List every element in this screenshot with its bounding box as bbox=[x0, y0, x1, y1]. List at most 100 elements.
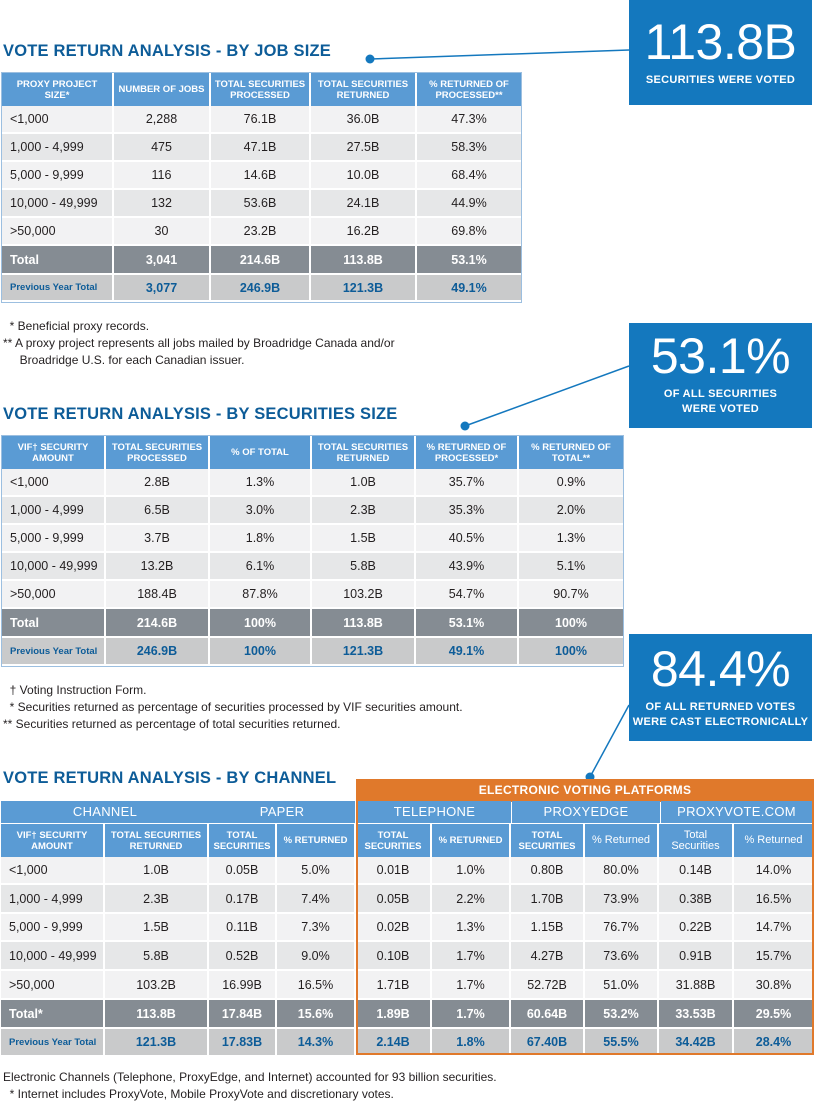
table-cell: 103.2B bbox=[312, 581, 416, 609]
table-cell: 30.8% bbox=[734, 971, 813, 1000]
column-header: % Returned bbox=[734, 824, 813, 857]
table-cell: 0.05B bbox=[356, 885, 432, 914]
table-cell: 14.7% bbox=[734, 914, 813, 942]
table-cell: 10,000 - 49,999 bbox=[2, 190, 114, 218]
table-cell: 1,000 - 4,999 bbox=[1, 885, 105, 914]
table-cell: 43.9% bbox=[416, 553, 519, 581]
table-cell: 15.7% bbox=[734, 942, 813, 971]
column-header: TOTAL SECURITIES bbox=[356, 824, 432, 857]
table-cell: 16.5% bbox=[734, 885, 813, 914]
table-cell: 5,000 - 9,999 bbox=[1, 914, 105, 942]
table-cell: 5.1% bbox=[519, 553, 623, 581]
table-cell: 35.3% bbox=[416, 497, 519, 525]
table-cell: 9.0% bbox=[277, 942, 356, 971]
column-header: VIF† SECURITY AMOUNT bbox=[1, 824, 105, 857]
table-cell: 2.3B bbox=[312, 497, 416, 525]
table-cell: 2.3B bbox=[105, 885, 209, 914]
table-row: 1,000 - 4,999 2.3B 0.17B 7.4% 0.05B 2.2%… bbox=[1, 885, 813, 914]
callout-caption: OF ALL RETURNED VOTES bbox=[645, 701, 796, 713]
table-cell: 1.0% bbox=[432, 857, 511, 885]
table-cell: <1,000 bbox=[2, 469, 106, 497]
footnote: ** A proxy project represents all jobs m… bbox=[3, 336, 395, 350]
table-cell: 14.6B bbox=[211, 162, 311, 190]
table-cell: 116 bbox=[114, 162, 211, 190]
table-cell: 7.4% bbox=[277, 885, 356, 914]
footnotes-channel: Electronic Channels (Telephone, ProxyEdg… bbox=[3, 1069, 497, 1103]
table-cell: 100% bbox=[210, 609, 312, 638]
table-cell: 132 bbox=[114, 190, 211, 218]
callout-caption: WERE CAST ELECTRONICALLY bbox=[632, 716, 809, 728]
table-cell: 1.0B bbox=[105, 857, 209, 885]
table-cell: 5.8B bbox=[312, 553, 416, 581]
table-cell: 76.1B bbox=[211, 106, 311, 134]
table-row: 5,000 - 9,999 116 14.6B 10.0B 68.4% bbox=[2, 162, 521, 190]
table-cell: 1,000 - 4,999 bbox=[2, 134, 114, 162]
callout-percent-voted: 53.1% OF ALL SECURITIES WERE VOTED bbox=[629, 323, 812, 428]
table-row: 5,000 - 9,999 3.7B 1.8% 1.5B 40.5% 1.3% bbox=[2, 525, 623, 553]
job-size-table: PROXY PROJECT SIZE* NUMBER OF JOBS TOTAL… bbox=[2, 73, 521, 302]
table-cell: 7.3% bbox=[277, 914, 356, 942]
table-cell: 2.0% bbox=[519, 497, 623, 525]
table-cell: 55.5% bbox=[585, 1029, 659, 1057]
table-row: 5,000 - 9,999 1.5B 0.11B 7.3% 0.02B 1.3%… bbox=[1, 914, 813, 942]
footnotes-securities-size: † Voting Instruction Form. * Securities … bbox=[3, 682, 463, 733]
table-cell: 58.3% bbox=[417, 134, 521, 162]
table-cell: 1.3% bbox=[519, 525, 623, 553]
callout-value: 113.8B bbox=[644, 14, 797, 70]
previous-year-row: Previous Year Total 121.3B 17.83B 14.3% … bbox=[1, 1029, 813, 1057]
table-cell: 33.53B bbox=[659, 1000, 734, 1029]
table-cell: 2.8B bbox=[106, 469, 210, 497]
table-cell: 47.3% bbox=[417, 106, 521, 134]
table-cell: 5.0% bbox=[277, 857, 356, 885]
section-title-securities-size: VOTE RETURN ANALYSIS - BY SECURITIES SIZ… bbox=[3, 405, 398, 423]
table-cell: 54.7% bbox=[416, 581, 519, 609]
table-cell: Previous Year Total bbox=[2, 275, 114, 302]
table-cell: 15.6% bbox=[277, 1000, 356, 1029]
total-row: Total 214.6B 100% 113.8B 53.1% 100% bbox=[2, 609, 623, 638]
table-cell: 13.2B bbox=[106, 553, 210, 581]
table-row: <1,000 2,288 76.1B 36.0B 47.3% bbox=[2, 106, 521, 134]
table-cell: 3,077 bbox=[114, 275, 211, 302]
table-row: >50,000 30 23.2B 16.2B 69.8% bbox=[2, 218, 521, 246]
callout-electronic-votes: 84.4% OF ALL RETURNED VOTES WERE CAST EL… bbox=[629, 634, 812, 741]
callout-securities-voted: 113.8B SECURITIES WERE VOTED bbox=[629, 0, 812, 105]
table-cell: 1.7% bbox=[432, 942, 511, 971]
table-cell: 17.83B bbox=[209, 1029, 277, 1057]
table-cell: Total bbox=[2, 609, 106, 638]
table-cell: 1.7% bbox=[432, 1000, 511, 1029]
table-cell: 113.8B bbox=[312, 609, 416, 638]
table-cell: 100% bbox=[519, 638, 623, 666]
table-cell: 100% bbox=[519, 609, 623, 638]
table-cell: 1.70B bbox=[511, 885, 585, 914]
table-cell: 0.02B bbox=[356, 914, 432, 942]
table-cell: 87.8% bbox=[210, 581, 312, 609]
column-header: NUMBER OF JOBS bbox=[114, 73, 211, 106]
table-cell: 40.5% bbox=[416, 525, 519, 553]
table-cell: 16.5% bbox=[277, 971, 356, 1000]
footnote: Broadridge U.S. for each Canadian issuer… bbox=[3, 353, 245, 367]
table-row: 1,000 - 4,999 475 47.1B 27.5B 58.3% bbox=[2, 134, 521, 162]
table-cell: 23.2B bbox=[211, 218, 311, 246]
table-cell: 53.2% bbox=[585, 1000, 659, 1029]
channel-table: VIF† SECURITY AMOUNT TOTAL SECURITIES RE… bbox=[1, 824, 813, 1057]
table-row: 1,000 - 4,999 6.5B 3.0% 2.3B 35.3% 2.0% bbox=[2, 497, 623, 525]
column-header: % Returned bbox=[585, 824, 659, 857]
table-cell: 214.6B bbox=[106, 609, 210, 638]
footnote: * Beneficial proxy records. bbox=[3, 319, 150, 333]
table-frame bbox=[1, 435, 624, 667]
table-cell: 47.1B bbox=[211, 134, 311, 162]
table-cell: 60.64B bbox=[511, 1000, 585, 1029]
footnote: * Internet includes ProxyVote, Mobile Pr… bbox=[3, 1087, 394, 1101]
table-cell: 121.3B bbox=[105, 1029, 209, 1057]
table-cell: 49.1% bbox=[416, 638, 519, 666]
table-cell: 103.2B bbox=[105, 971, 209, 1000]
table-cell: 73.9% bbox=[585, 885, 659, 914]
table-cell: 30 bbox=[114, 218, 211, 246]
table-cell: 1.7% bbox=[432, 971, 511, 1000]
column-header: TOTAL SECURITIES RETURNED bbox=[312, 436, 416, 469]
table-cell: 0.10B bbox=[356, 942, 432, 971]
table-cell: 0.05B bbox=[209, 857, 277, 885]
table-cell: 51.0% bbox=[585, 971, 659, 1000]
table-row: >50,000 188.4B 87.8% 103.2B 54.7% 90.7% bbox=[2, 581, 623, 609]
table-cell: 14.3% bbox=[277, 1029, 356, 1057]
